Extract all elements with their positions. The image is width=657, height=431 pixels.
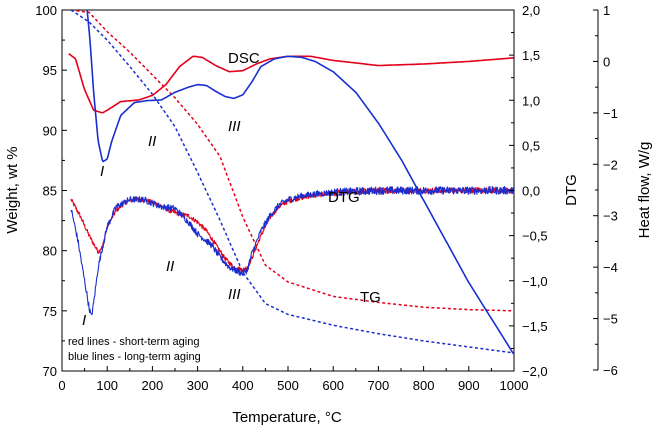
x-tick-label: 300 — [187, 378, 209, 393]
heatflow-tick-label: −5 — [603, 312, 618, 327]
heatflow-tick-label: −2 — [603, 157, 618, 172]
series-layer — [68, 10, 514, 355]
dsc-stage-2-label: II — [148, 133, 156, 150]
heatflow-tick-label: −1 — [603, 106, 618, 121]
dtg-tick-label: −1,5 — [522, 319, 548, 334]
weight-tick-label: 90 — [43, 123, 57, 138]
dsc-stage-1-label: I — [100, 163, 104, 180]
x-tick-label: 600 — [322, 378, 344, 393]
legend-long-term: blue lines - long-term aging — [68, 351, 201, 363]
legend-short-term: red lines - short-term aging — [68, 336, 199, 348]
x-tick-label: 1000 — [500, 378, 529, 393]
series-dtg-long-term — [70, 186, 514, 316]
weight-tick-label: 95 — [43, 63, 57, 78]
dsc-stage-3-label: III — [228, 118, 241, 135]
dtg-tick-label: 0,5 — [522, 138, 540, 153]
x-tick-label: 900 — [458, 378, 480, 393]
dsc-label: DSC — [228, 50, 260, 67]
heatflow-tick-label: 0 — [603, 54, 610, 69]
x-tick-label: 700 — [368, 378, 390, 393]
dtg-stage-2-label: II — [166, 258, 174, 275]
axes-layer: 0 100 200 300 400 500 600 700 800 900 100070758085… — [35, 3, 618, 393]
dtg-tick-label: 1,5 — [522, 48, 540, 63]
dtg-tick-label: 1,0 — [522, 93, 540, 108]
dtg-tick-label: −0,5 — [522, 229, 548, 244]
series-tg-short-term — [70, 10, 514, 312]
series-dsc-long-term — [86, 10, 514, 355]
weight-tick-label: 80 — [43, 244, 57, 259]
heatflow-tick-label: −6 — [603, 363, 618, 378]
series-dsc-short-term — [68, 53, 514, 114]
dtg-stage-1-label: I — [82, 312, 86, 329]
dtg-label: DTG — [328, 189, 360, 206]
weight-axis-title: Weight, wt % — [4, 146, 21, 233]
heatflow-axis-title: Heat flow, W/g — [636, 142, 653, 239]
dtg-axis-title: DTG — [563, 174, 580, 206]
dtg-stage-3-label: III — [228, 286, 241, 303]
dtg-tick-label: 0,0 — [522, 184, 540, 199]
x-axis-title: Temperature, °C — [232, 409, 342, 426]
heatflow-tick-label: 1 — [603, 3, 610, 18]
series-tg-long-term — [70, 10, 514, 354]
x-tick-label: 500 — [277, 378, 299, 393]
heatflow-tick-label: −3 — [603, 209, 618, 224]
x-tick-label: 200 — [142, 378, 164, 393]
tg-label: TG — [360, 289, 381, 306]
dtg-tick-label: 2,0 — [522, 3, 540, 18]
weight-tick-label: 75 — [43, 304, 57, 319]
dtg-tick-label: −2,0 — [522, 364, 548, 379]
x-tick-label: 400 — [232, 378, 254, 393]
weight-tick-label: 85 — [43, 184, 57, 199]
x-tick-label: 0 — [58, 378, 65, 393]
x-tick-label: 100 — [96, 378, 118, 393]
x-tick-label: 800 — [413, 378, 435, 393]
weight-tick-label: 100 — [35, 3, 57, 18]
weight-tick-label: 70 — [43, 364, 57, 379]
heatflow-tick-label: −4 — [603, 260, 618, 275]
dtg-tick-label: −1,0 — [522, 274, 548, 289]
